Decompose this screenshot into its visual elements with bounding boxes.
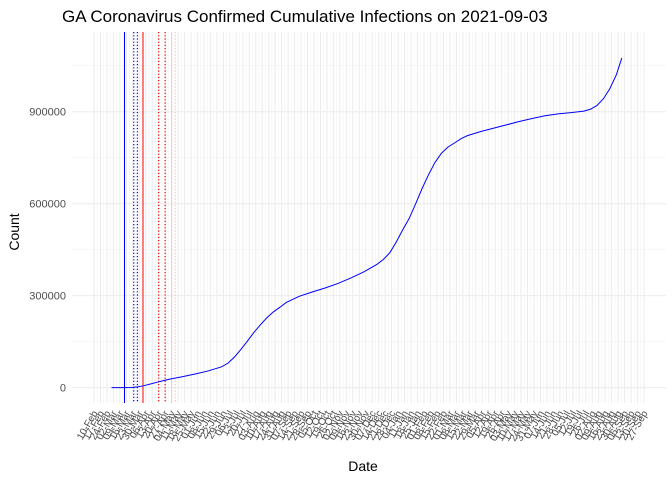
chart-title: GA Coronavirus Confirmed Cumulative Infe…	[62, 7, 548, 26]
y-tick-label: 0	[60, 383, 66, 395]
reference-lines	[124, 32, 176, 403]
series-layer	[111, 57, 623, 389]
y-tick-label: 600000	[29, 199, 66, 211]
y-axis-title: Count	[6, 213, 22, 250]
grid-minor	[72, 32, 666, 403]
series-line	[111, 57, 623, 389]
x-axis-ticks: 10-Feb17-Feb24-Feb02-Mar09-Mar16-Mar23-M…	[75, 408, 651, 443]
y-axis-ticks: 0 300000 600000 900000	[29, 107, 66, 395]
y-tick-label: 300000	[29, 291, 66, 303]
y-tick-label: 900000	[29, 107, 66, 119]
x-axis-title: Date	[348, 458, 378, 474]
grid-major	[72, 32, 666, 403]
